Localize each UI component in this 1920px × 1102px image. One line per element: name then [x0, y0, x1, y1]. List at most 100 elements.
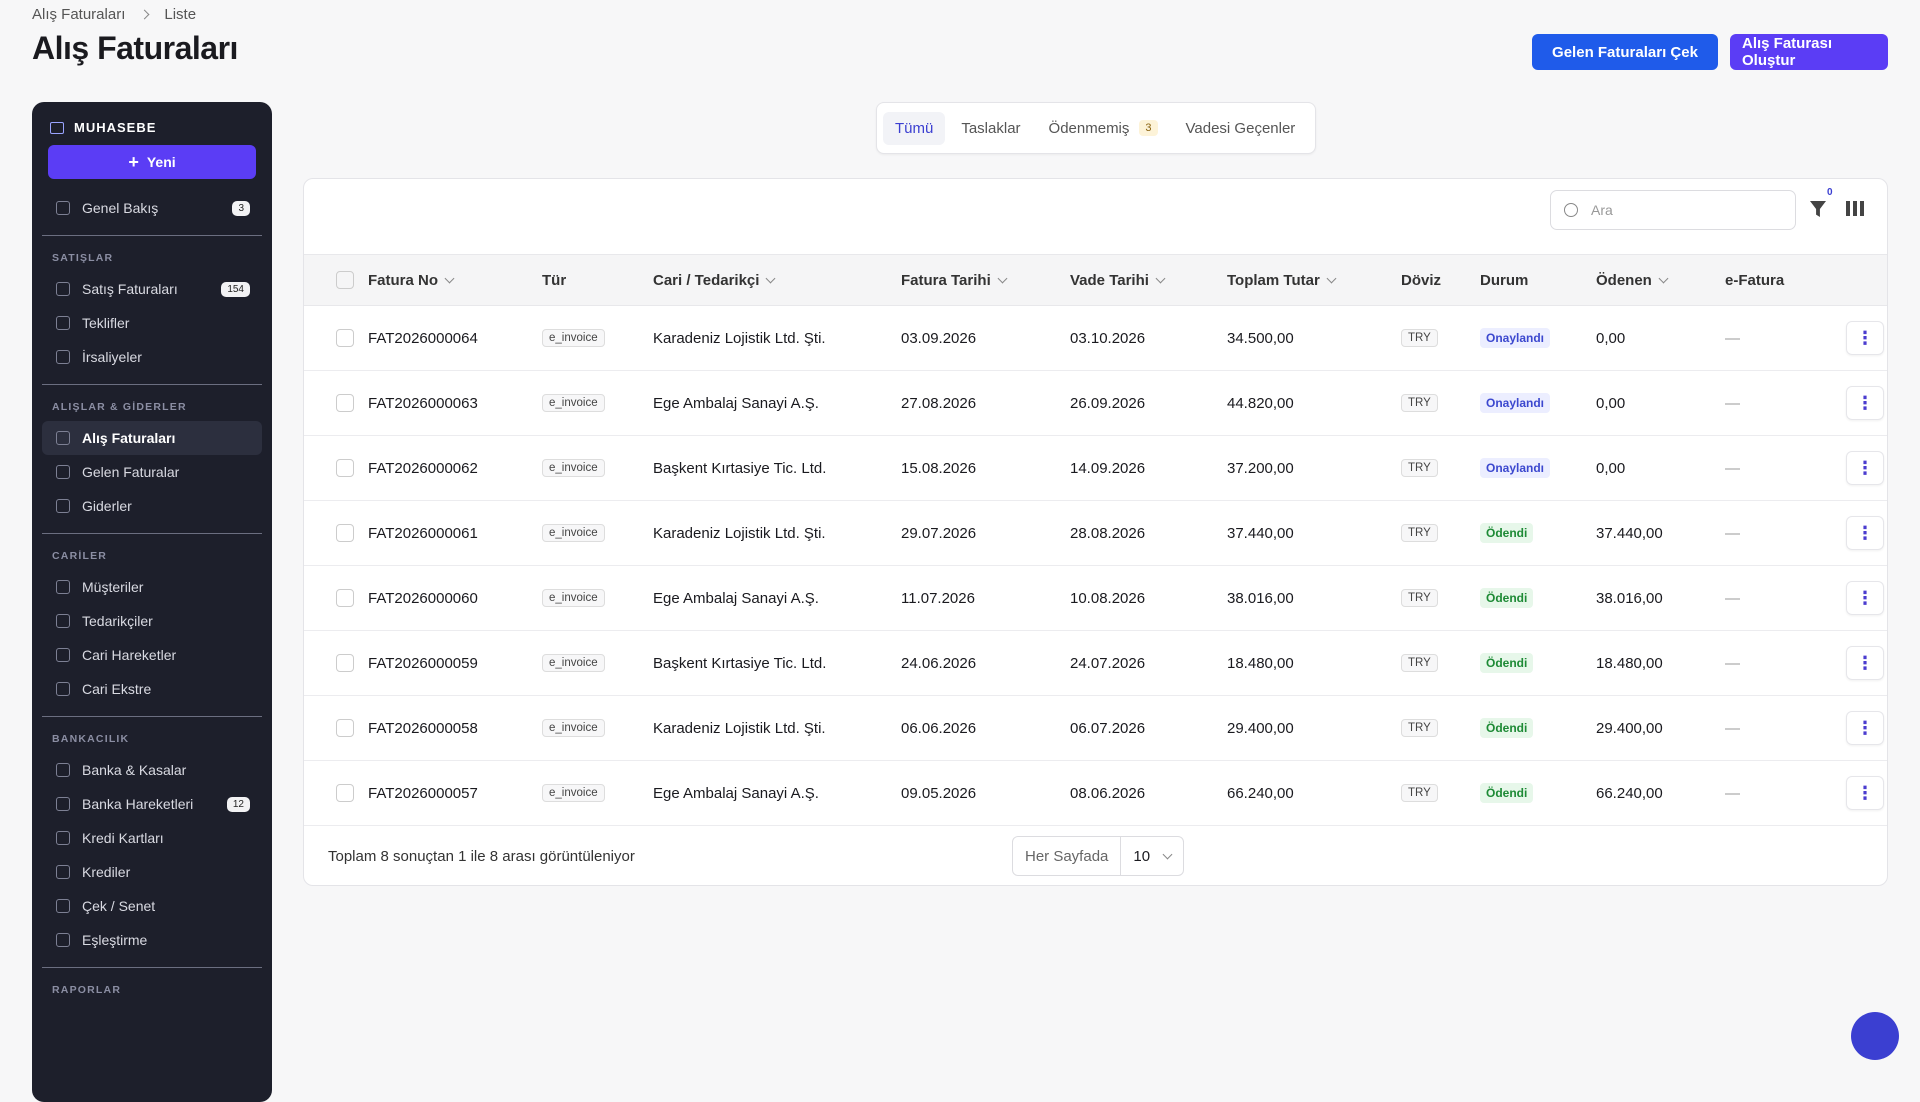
- cell: —: [1725, 436, 1740, 500]
- row-menu[interactable]: ⋮: [1846, 516, 1884, 550]
- cell-text: 29.400,00: [1227, 719, 1294, 737]
- table-row: FAT2026000062 e_invoice Başkent Kırtasiye …: [304, 436, 1887, 501]
- tag: TRY: [1401, 459, 1438, 477]
- nav-item[interactable]: Satış Faturaları 154: [42, 272, 262, 306]
- cell-text: 14.09.2026: [1070, 459, 1146, 477]
- create-button[interactable]: Alış Faturası Oluştur: [1730, 34, 1888, 70]
- sort-icon: [444, 273, 455, 283]
- nav-item[interactable]: Banka Hareketleri 12: [42, 787, 262, 821]
- new-button[interactable]: + Yeni: [48, 145, 256, 179]
- select-all[interactable]: [336, 271, 354, 289]
- cell-text: 03.10.2026: [1070, 329, 1146, 347]
- cell: 66.240,00: [1596, 761, 1663, 825]
- nav-item[interactable]: Teklifler: [42, 306, 262, 340]
- filter-button[interactable]: [1810, 201, 1826, 217]
- chat-button[interactable]: [1851, 1012, 1899, 1060]
- cell: TRY: [1401, 696, 1438, 760]
- page-size: Her Sayfada 10: [1012, 836, 1185, 876]
- nav-item[interactable]: Tedarikçiler: [42, 604, 262, 638]
- new-label: Yeni: [146, 154, 176, 170]
- cell: ⋮: [1846, 566, 1884, 630]
- sidebar: MUHASEBE + Yeni Genel Bakış 3 SATIŞLAR Satış F…: [32, 102, 272, 1102]
- nav-item[interactable]: Banka & Kasalar: [42, 753, 262, 787]
- tab[interactable]: Vadesi Geçenler: [1174, 112, 1308, 145]
- column-header[interactable]: Fatura No: [368, 255, 455, 305]
- row-menu[interactable]: ⋮: [1846, 711, 1884, 745]
- table-row: FAT2026000059 e_invoice Başkent Kırtasiye …: [304, 631, 1887, 696]
- section-title: RAPORLAR: [52, 984, 122, 996]
- tag: e_invoice: [542, 654, 605, 672]
- cell-text: —: [1725, 589, 1740, 607]
- column-label: Tür: [542, 271, 567, 289]
- row-checkbox[interactable]: [336, 524, 354, 542]
- row-checkbox[interactable]: [336, 784, 354, 802]
- table-row: FAT2026000063 e_invoice Ege Ambalaj Sanayi…: [304, 371, 1887, 436]
- cell: FAT2026000064: [368, 306, 478, 370]
- page-size-value: 10: [1133, 847, 1151, 865]
- row-menu[interactable]: ⋮: [1846, 451, 1884, 485]
- cell-text: 06.06.2026: [901, 719, 977, 737]
- cell-text: 0,00: [1596, 459, 1626, 477]
- page-size-select[interactable]: 10: [1121, 848, 1183, 865]
- nav-item[interactable]: Gelen Faturalar: [42, 455, 262, 489]
- row-checkbox[interactable]: [336, 329, 354, 347]
- cell: 15.08.2026: [901, 436, 976, 500]
- cell: Karadeniz Lojistik Ltd. Şti.: [653, 501, 826, 565]
- cell: Ege Ambalaj Sanayi A.Ş.: [653, 761, 819, 825]
- column-header[interactable]: Toplam Tutar: [1227, 255, 1337, 305]
- row-menu[interactable]: ⋮: [1846, 776, 1884, 810]
- row-checkbox[interactable]: [336, 654, 354, 672]
- nav-item[interactable]: Müşteriler: [42, 570, 262, 604]
- column-header[interactable]: Fatura Tarihi: [901, 255, 1008, 305]
- status-badge: Onaylandı: [1480, 328, 1551, 348]
- row-checkbox[interactable]: [336, 394, 354, 412]
- tab[interactable]: Tümü: [883, 111, 946, 145]
- tab[interactable]: Taslaklar: [949, 112, 1032, 145]
- cell-text: —: [1725, 394, 1740, 412]
- nav-item[interactable]: Cari Ekstre: [42, 672, 262, 706]
- cell-text: 38.016,00: [1227, 589, 1294, 607]
- row-menu[interactable]: ⋮: [1846, 581, 1884, 615]
- cell-text: 38.016,00: [1596, 589, 1663, 607]
- search-input[interactable]: Ara: [1550, 190, 1796, 230]
- row-menu[interactable]: ⋮: [1846, 321, 1884, 355]
- column-header[interactable]: Vade Tarihi: [1070, 255, 1166, 305]
- cell: Ege Ambalaj Sanayi A.Ş.: [653, 566, 819, 630]
- result-summary: Toplam 8 sonuçtan 1 ile 8 arası görüntül…: [328, 848, 635, 865]
- row-checkbox[interactable]: [336, 719, 354, 737]
- nav-item[interactable]: Krediler: [42, 855, 262, 889]
- nav-item[interactable]: İrsaliyeler: [42, 340, 262, 374]
- nav-item[interactable]: Çek / Senet: [42, 889, 262, 923]
- nav-item[interactable]: Cari Hareketler: [42, 638, 262, 672]
- cell: 09.05.2026: [901, 761, 976, 825]
- nav-item[interactable]: Genel Bakış 3: [42, 191, 262, 225]
- row-menu[interactable]: ⋮: [1846, 386, 1884, 420]
- cell: Ödendi: [1480, 566, 1534, 630]
- filter-count: 0: [1827, 187, 1833, 198]
- cell: 34.500,00: [1227, 306, 1294, 370]
- nav-item[interactable]: Kredi Kartları: [42, 821, 262, 855]
- cell-text: FAT2026000060: [368, 589, 478, 607]
- fetch-button[interactable]: Gelen Faturaları Çek: [1532, 34, 1718, 70]
- columns-button[interactable]: [1846, 201, 1864, 216]
- column-header[interactable]: Cari / Tedarikçi: [653, 255, 776, 305]
- cell-text: 66.240,00: [1596, 784, 1663, 802]
- breadcrumb-item[interactable]: Alış Faturaları: [32, 6, 126, 23]
- cell-text: 26.09.2026: [1070, 394, 1146, 412]
- divider: [42, 967, 262, 968]
- nav-item[interactable]: Eşleştirme: [42, 923, 262, 957]
- tab-label: Vadesi Geçenler: [1185, 119, 1296, 137]
- row-checkbox[interactable]: [336, 459, 354, 477]
- cell: [336, 436, 354, 500]
- tab[interactable]: Ödenmemiş 3: [1037, 112, 1170, 145]
- cell-text: FAT2026000058: [368, 719, 478, 737]
- section-title: BANKACILIK: [52, 733, 130, 745]
- cell-text: —: [1725, 459, 1740, 477]
- cell-text: 18.480,00: [1596, 654, 1663, 672]
- nav-item[interactable]: Alış Faturaları: [42, 421, 262, 455]
- row-checkbox[interactable]: [336, 589, 354, 607]
- cell: 03.10.2026: [1070, 306, 1145, 370]
- row-menu[interactable]: ⋮: [1846, 646, 1884, 680]
- column-header[interactable]: Ödenen: [1596, 255, 1669, 305]
- nav-item[interactable]: Giderler: [42, 489, 262, 523]
